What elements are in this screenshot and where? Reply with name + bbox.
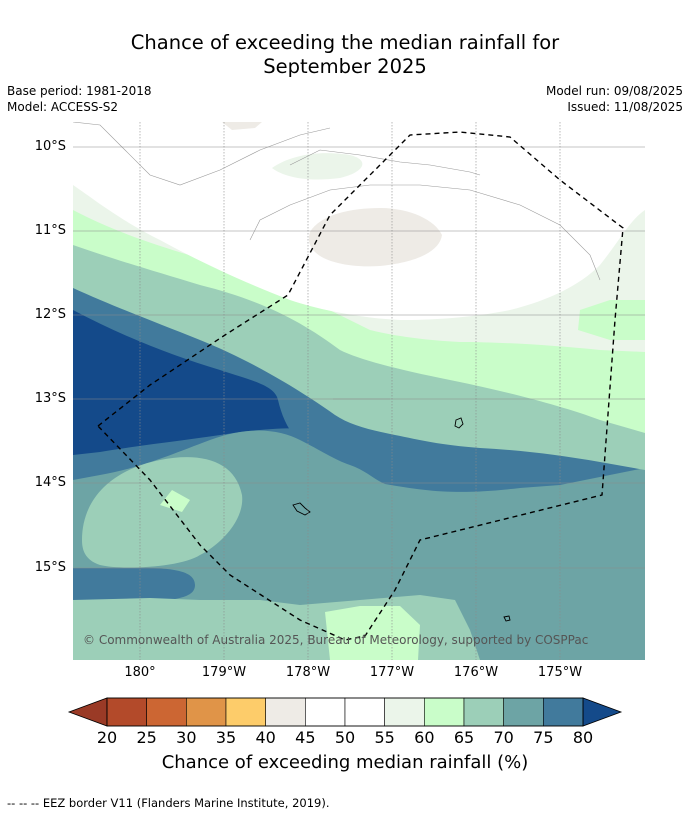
lon-label-177w: 177°W xyxy=(369,665,415,680)
colorbar-over-arrow xyxy=(582,697,623,727)
eez-footnote: -- -- -- EEZ border V11 (Flanders Marine… xyxy=(7,796,330,810)
colorbar-tick-label: 45 xyxy=(295,728,316,747)
colorbar-tick-label: 60 xyxy=(414,728,435,747)
colorbar-tick-label: 50 xyxy=(334,728,356,747)
lat-label-13s: 13°S xyxy=(34,391,66,406)
map-title-line2: September 2025 xyxy=(263,55,427,78)
colorbar-tick-label: 65 xyxy=(453,728,475,747)
colorbar-tick-label: 20 xyxy=(96,728,118,747)
lat-label-14s: 14°S xyxy=(34,475,66,490)
lat-label-11s: 11°S xyxy=(34,223,66,238)
issued-text: Issued: 11/08/2025 xyxy=(567,100,683,114)
model-run-text: Model run: 09/08/2025 xyxy=(545,84,683,98)
model-text: Model: ACCESS-S2 xyxy=(7,100,119,114)
lat-label-12s: 12°S xyxy=(34,307,66,322)
contour-fill-layer xyxy=(73,122,645,660)
lon-label-176w: 176°W xyxy=(453,665,499,680)
colorbar-segment xyxy=(543,697,584,727)
colorbar-label: Chance of exceeding median rainfall (%) xyxy=(161,752,529,773)
colorbar-segment xyxy=(265,697,306,727)
lon-label-175w: 175°W xyxy=(537,665,583,680)
colorbar-under-arrow xyxy=(67,697,108,727)
colorbar-segment xyxy=(106,697,147,727)
lon-label-180: 180° xyxy=(124,665,156,680)
lat-label-15s: 15°S xyxy=(34,560,66,575)
colorbar-tick-label: 75 xyxy=(533,728,554,747)
colorbar-segment xyxy=(186,697,227,727)
colorbar-segment xyxy=(305,697,346,727)
colorbar xyxy=(67,697,623,727)
contour-band-45 xyxy=(222,122,442,267)
lon-label-178w: 178°W xyxy=(285,665,331,680)
colorbar-segment xyxy=(424,697,465,727)
island-3 xyxy=(503,615,511,622)
lon-label-179w: 179°W xyxy=(201,665,247,680)
colorbar-tick-label: 55 xyxy=(374,728,395,747)
colorbar-segment xyxy=(463,697,504,727)
colorbar-tick-label: 25 xyxy=(136,728,157,747)
colorbar-segment xyxy=(344,697,385,727)
colorbar-segment xyxy=(503,697,544,727)
colorbar-segments xyxy=(106,697,584,727)
colorbar-segment xyxy=(225,697,266,727)
island-2 xyxy=(292,502,311,516)
colorbar-tick-label: 35 xyxy=(215,728,237,747)
colorbar-frame xyxy=(106,697,584,727)
base-period-text: Base period: 1981-2018 xyxy=(7,84,152,98)
colorbar-tick-label: 80 xyxy=(572,728,594,747)
colorbar-segment xyxy=(146,697,187,727)
graticule xyxy=(73,122,645,660)
colorbar-segment xyxy=(384,697,425,727)
contour-band-55-north xyxy=(272,153,363,180)
colorbar-tick-label: 40 xyxy=(255,728,276,747)
copyright-text: © Commonwealth of Australia 2025, Bureau… xyxy=(83,633,589,647)
island-1 xyxy=(454,417,464,429)
colorbar-tick-label: 30 xyxy=(176,728,197,747)
map-title-line1: Chance of exceeding the median rainfall … xyxy=(130,31,560,54)
colorbar-tick-label: 70 xyxy=(493,728,514,747)
lat-label-10s: 10°S xyxy=(34,139,66,154)
